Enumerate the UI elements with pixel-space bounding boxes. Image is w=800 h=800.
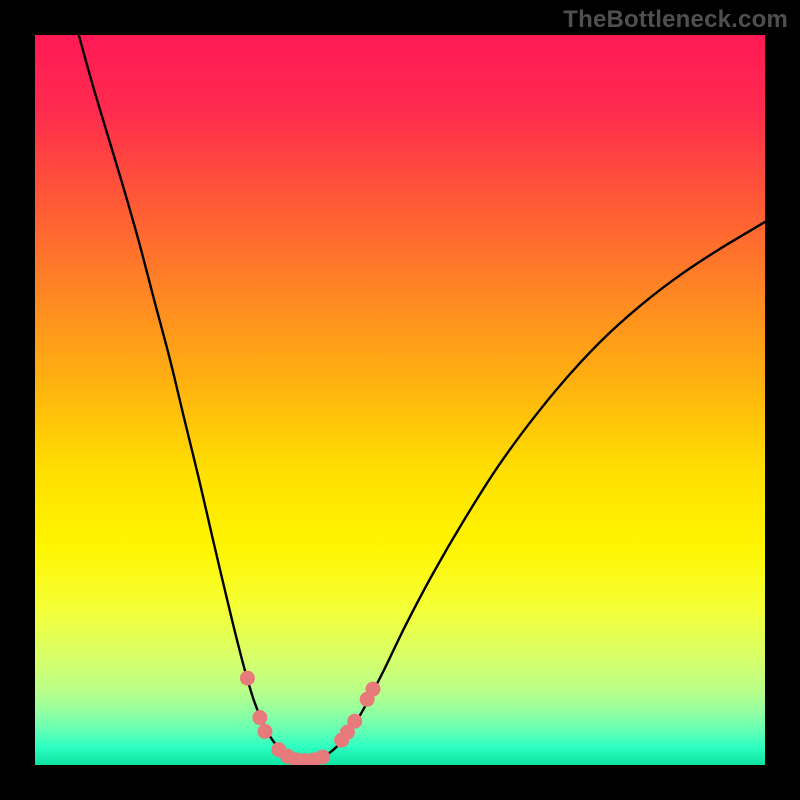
watermark-text: TheBottleneck.com bbox=[563, 6, 788, 34]
chart-svg bbox=[35, 35, 765, 765]
marker-dot bbox=[252, 710, 267, 725]
marker-dot bbox=[315, 749, 330, 764]
marker-dot bbox=[365, 682, 380, 697]
marker-dot bbox=[240, 671, 255, 686]
marker-dot bbox=[257, 724, 272, 739]
plot-area bbox=[35, 35, 765, 765]
marker-dot bbox=[347, 714, 362, 729]
chart-background bbox=[35, 35, 765, 765]
